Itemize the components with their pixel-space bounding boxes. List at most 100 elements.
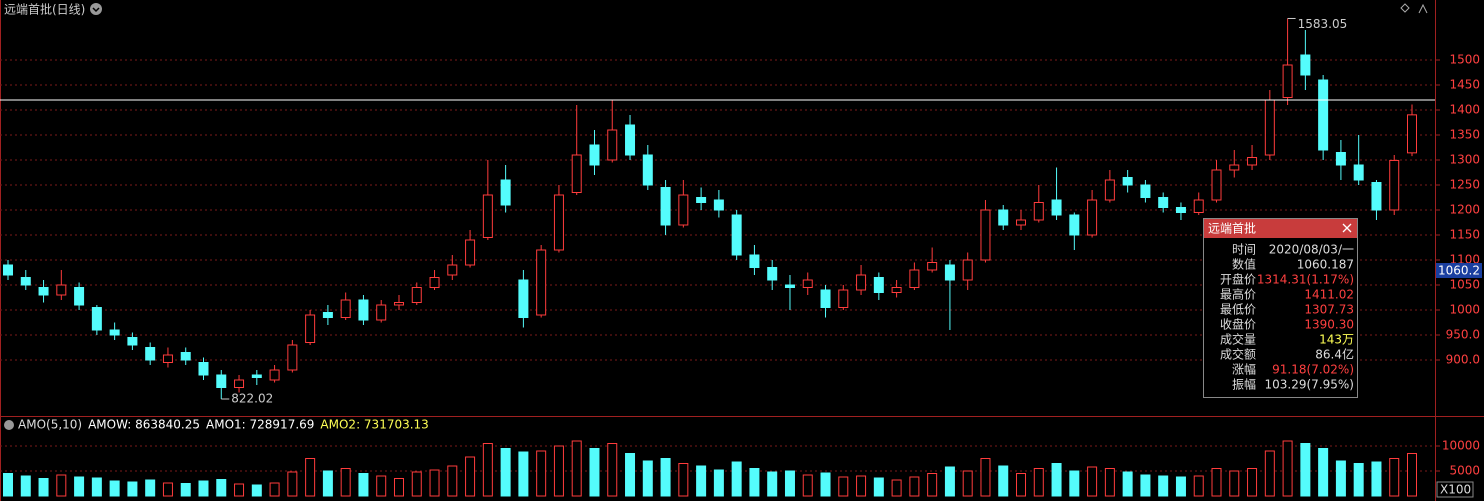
candle-body [358,299,369,321]
volume-bar [127,481,138,497]
tooltip-label: 数值 [1232,257,1256,272]
candle-body [642,154,653,186]
volume-bar [1353,463,1364,497]
volume-bar [74,476,85,497]
candle-body [553,194,564,251]
volume-bar [1193,475,1204,497]
candle-body [536,249,547,316]
volume-tick-label: 5000 [1449,464,1480,478]
volume-bar [482,443,493,497]
volume-bar [269,482,280,497]
volume-bar [162,482,173,497]
volume-bar [56,474,67,497]
volume-bar [109,480,120,497]
volume-bar [696,465,707,497]
candle-body [518,279,529,318]
tooltip-label: 成交量 [1220,332,1256,347]
y-tick-label: 1050 [1449,278,1480,292]
candle-body [1104,179,1115,201]
menu-button[interactable] [90,3,102,15]
volume-menu-button[interactable] [4,420,14,430]
tooltip-label: 涨幅 [1232,362,1256,377]
tooltip-title: 远端首批 [1208,221,1256,236]
candle-body [696,197,707,203]
volume-bar [998,465,1009,497]
volume-bar [1389,458,1400,497]
candle-body [660,187,671,226]
volume-bar [216,479,227,497]
volume-bar [660,458,671,497]
candle-body [927,262,938,271]
volume-header: AMO(5,10) AMOW: 863840.25 AMO1: 728917.69 A… [18,418,429,432]
volume-bar [393,478,404,497]
volume-bar [180,483,191,497]
volume-bar [500,448,511,497]
volume-bar [607,443,618,497]
candle-body [625,124,636,156]
candle-body [1229,164,1240,171]
volume-bar [767,471,778,497]
collapse-icon[interactable] [1418,3,1428,14]
candle-body [1122,177,1133,186]
volume-bar [678,463,689,497]
candle-body [1335,152,1346,166]
volume-bar [1069,470,1080,497]
tooltip-value: 1314.31(1.17%) [1257,273,1354,287]
candle-body [1193,199,1204,213]
volume-bar [536,450,547,497]
candle-body [447,264,458,276]
volume-bar [927,473,938,497]
volume-bar [962,470,973,497]
candle-body [731,214,742,256]
volume-bar [713,469,724,497]
volume-bar [589,448,600,497]
tooltip-value: 86.4亿 [1315,347,1354,362]
candle-body [678,194,689,226]
volume-bar [1247,468,1258,497]
tooltip-value: 91.18(7.02%) [1272,363,1354,377]
candle-body [411,287,422,303]
volume-bar [145,479,156,497]
tooltip-close[interactable] [1342,223,1352,233]
tooltip-value: 2020/08/03/一 [1269,243,1354,257]
volume-bar [553,445,564,497]
y-tick-label: 1300 [1449,153,1480,167]
volume-bar [1140,474,1151,497]
cursor-label: 1060.2 [1438,264,1480,278]
candle-body [234,379,245,388]
volume-bar [909,476,920,497]
volume-bar [1211,468,1222,497]
option-icon[interactable] [1400,3,1410,13]
volume-bar [1122,471,1133,497]
candle-body [1175,207,1186,213]
y-tick-label: 1250 [1449,178,1480,192]
candle-body [482,194,493,238]
volume-bar [1229,470,1240,497]
volume-bar [38,478,49,497]
candle-body [571,154,582,193]
tooltip-value: 1307.73 [1304,303,1354,317]
candle-body [909,269,920,288]
candle-body [873,277,884,293]
candle-body [607,129,618,161]
volume-bar [980,458,991,497]
volume-bar [802,474,813,497]
volume-bar [1318,448,1329,497]
candle-body [767,267,778,281]
volume-bar [91,477,102,497]
volume-bar [358,473,369,497]
volume-bar [1335,460,1346,497]
volume-bar [322,470,333,497]
candle-body [802,279,813,288]
tooltip-label: 最低价 [1220,303,1256,317]
candle-body [1389,159,1400,211]
volume-bar [305,458,316,497]
candle-body [38,287,49,296]
candle-body [3,264,13,276]
chart-title: 远端首批(日线) [4,2,85,17]
tooltip-value: 1411.02 [1304,288,1354,302]
candle-body [589,144,600,166]
candle-body [838,289,849,308]
cursor-label-box [1436,263,1482,278]
